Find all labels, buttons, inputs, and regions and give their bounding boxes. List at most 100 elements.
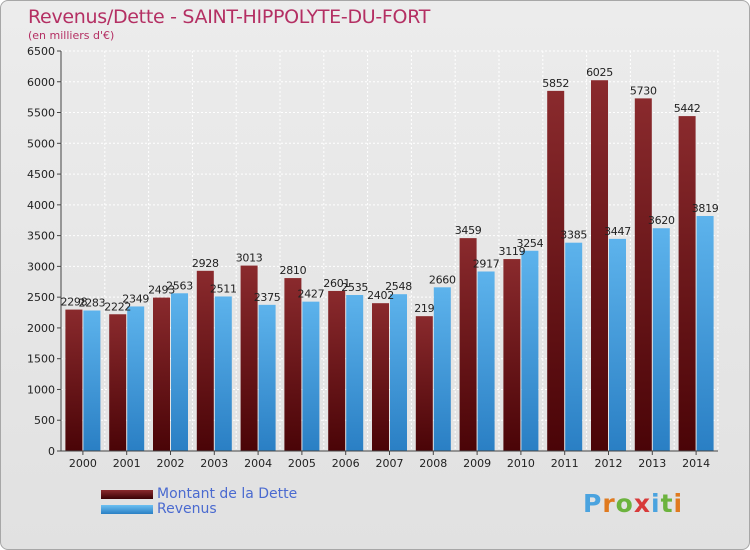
- legend-item-debt: Montant de la Dette: [101, 487, 297, 502]
- data-label-debt-2012: 6025: [586, 66, 613, 79]
- data-label-revenue-2001: 2349: [122, 292, 149, 305]
- bar-debt-2001: [109, 314, 127, 451]
- bar-revenue-2010: [521, 250, 539, 451]
- data-label-revenue-2006: 2535: [341, 281, 368, 294]
- bar-revenue-2009: [477, 271, 495, 451]
- xtick-label-2003: 2003: [200, 457, 228, 470]
- bar-debt-2014: [678, 116, 696, 451]
- bar-debt-2012: [591, 80, 608, 451]
- xtick-label-2008: 2008: [419, 457, 447, 470]
- bar-debt-2006: [328, 290, 346, 451]
- data-label-revenue-2002: 2563: [166, 279, 193, 292]
- data-label-debt-2013: 5730: [630, 84, 657, 97]
- bar-revenue-2012: [609, 238, 626, 451]
- data-label-debt-2014: 5442: [674, 102, 701, 115]
- ytick-label-500: 500: [34, 414, 55, 427]
- legend-swatch-debt: [101, 490, 153, 499]
- data-label-debt-2004: 3013: [236, 252, 263, 265]
- logo-letter: i: [651, 489, 661, 518]
- xtick-label-2012: 2012: [595, 457, 623, 470]
- bar-revenue-2008: [433, 287, 451, 451]
- logo-letter: i: [673, 489, 684, 518]
- data-label-debt-2003: 2928: [192, 257, 219, 270]
- bar-debt-2000: [65, 309, 83, 451]
- legend-label-revenue: Revenus: [157, 501, 217, 517]
- ytick-label-0: 0: [48, 445, 55, 458]
- ytick-label-1000: 1000: [27, 383, 55, 396]
- data-label-revenue-2007: 2548: [385, 280, 412, 293]
- ytick-label-4500: 4500: [27, 168, 55, 181]
- legend-label-debt: Montant de la Dette: [157, 486, 298, 502]
- data-label-revenue-2005: 2427: [298, 288, 325, 301]
- xtick-label-2014: 2014: [682, 457, 710, 470]
- bar-revenue-2001: [127, 306, 145, 451]
- logo-letter: r: [602, 489, 616, 518]
- data-label-debt-2005: 2810: [280, 264, 307, 277]
- data-label-debt-2010: 3119: [499, 245, 526, 258]
- bar-debt-2009: [459, 238, 477, 451]
- bar-revenue-2011: [565, 242, 583, 451]
- data-label-revenue-2000: 2283: [79, 297, 106, 310]
- bar-debt-2007: [372, 303, 389, 451]
- data-label-debt-2008: 219: [414, 302, 434, 315]
- bar-debt-2004: [240, 265, 258, 451]
- ytick-label-4000: 4000: [27, 199, 55, 212]
- data-label-revenue-2010: 3254: [517, 237, 544, 250]
- data-label-revenue-2013: 3620: [648, 214, 675, 227]
- ytick-label-2000: 2000: [27, 322, 55, 335]
- ytick-label-6000: 6000: [27, 76, 55, 89]
- data-label-debt-2009: 3459: [455, 224, 482, 237]
- data-label-debt-2006: 2601: [323, 277, 350, 290]
- ytick-label-5000: 5000: [27, 137, 55, 150]
- bar-revenue-2007: [390, 294, 407, 451]
- legend: Montant de la Dette Revenus: [101, 487, 297, 517]
- legend-item-revenue: Revenus: [101, 502, 297, 517]
- data-label-revenue-2012: 3447: [604, 225, 631, 238]
- data-label-revenue-2008: 2660: [429, 273, 456, 286]
- xtick-label-2005: 2005: [288, 457, 316, 470]
- xtick-label-2009: 2009: [463, 457, 491, 470]
- xtick-label-2010: 2010: [507, 457, 535, 470]
- bar-revenue-2003: [214, 296, 232, 451]
- ytick-label-2500: 2500: [27, 291, 55, 304]
- data-label-debt-2011: 5852: [542, 77, 569, 90]
- logo-letter: o: [615, 489, 634, 518]
- bars: [65, 80, 714, 451]
- ytick-label-6500: 6500: [27, 45, 55, 58]
- xtick-label-2013: 2013: [638, 457, 666, 470]
- axes: 0 500 1000 1500 2000 2500 3000 3500 4000 4500 5000…: [27, 45, 718, 470]
- logo-letter: x: [633, 489, 651, 518]
- bar-debt-2005: [284, 278, 302, 451]
- bar-revenue-2005: [302, 301, 320, 451]
- bar-debt-2010: [503, 259, 521, 451]
- proxiti-logo: Proxiti: [583, 489, 683, 518]
- xtick-label-2000: 2000: [69, 457, 97, 470]
- data-label-revenue-2009: 2917: [473, 257, 500, 270]
- bar-revenue-2013: [652, 228, 670, 451]
- data-label-debt-2002: 2493: [148, 284, 175, 297]
- bar-revenue-2014: [696, 215, 714, 451]
- bar-debt-2002: [153, 297, 170, 451]
- ytick-label-3000: 3000: [27, 260, 55, 273]
- bar-revenue-2006: [346, 295, 364, 451]
- bar-revenue-2002: [171, 293, 188, 451]
- xtick-label-2011: 2011: [551, 457, 579, 470]
- legend-swatch-revenue: [101, 505, 153, 514]
- logo-letter: P: [583, 489, 603, 518]
- xtick-label-2006: 2006: [332, 457, 360, 470]
- xtick-label-2004: 2004: [244, 457, 272, 470]
- data-label-revenue-2004: 2375: [254, 291, 281, 304]
- bar-debt-2011: [547, 90, 565, 451]
- bar-revenue-2000: [83, 310, 101, 451]
- bar-revenue-2004: [258, 304, 276, 451]
- xtick-label-2001: 2001: [113, 457, 141, 470]
- chart-title: Revenus/Dette - SAINT-HIPPOLYTE-DU-FORT: [28, 6, 431, 28]
- data-label-revenue-2014: 3819: [692, 202, 719, 215]
- data-label-debt-2000: 2298: [61, 296, 88, 309]
- bar-debt-2003: [196, 270, 214, 451]
- ytick-label-1500: 1500: [27, 353, 55, 366]
- chart-subtitle: (en milliers d'€): [28, 29, 115, 42]
